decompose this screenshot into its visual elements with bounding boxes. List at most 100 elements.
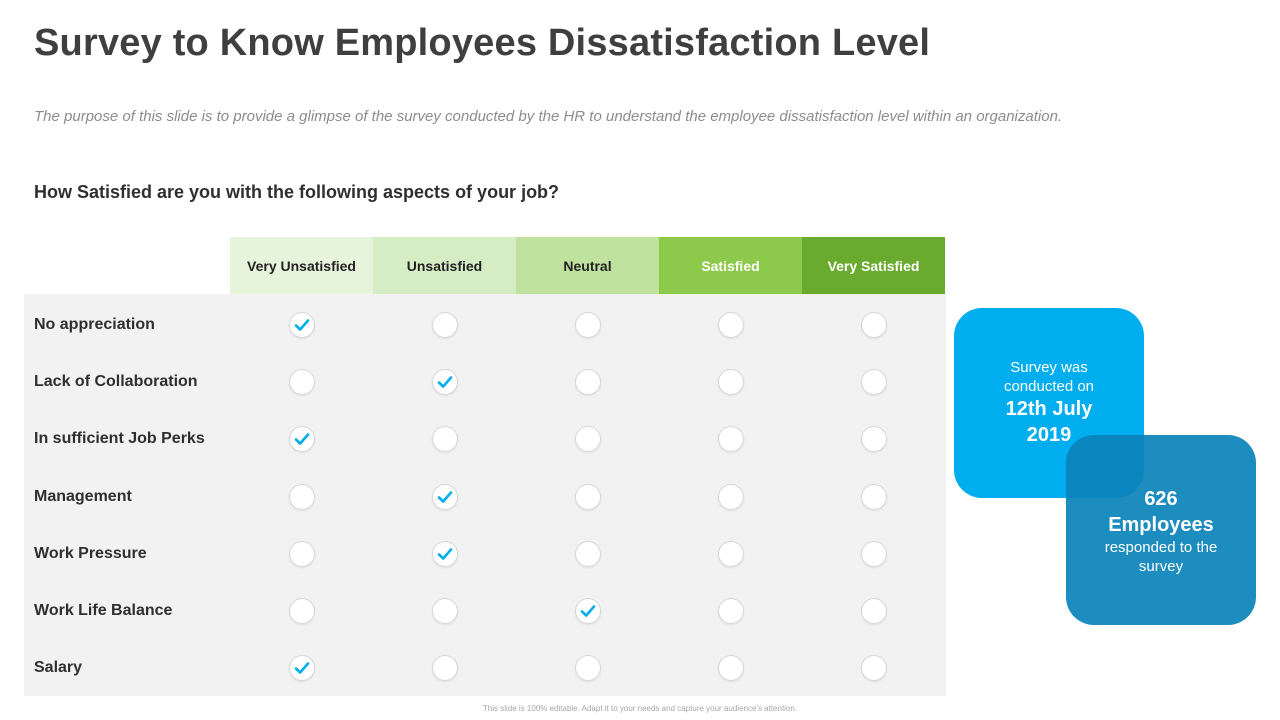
survey-question: How Satisfied are you with the following… <box>34 182 560 202</box>
rating-cell <box>802 353 945 410</box>
table-row: In sufficient Job Perks <box>24 411 946 468</box>
radio-option[interactable] <box>431 598 458 625</box>
radio-option[interactable] <box>288 540 315 567</box>
rating-cell <box>373 468 516 525</box>
row-label: Lack of Collaboration <box>34 372 198 390</box>
radio-option[interactable] <box>574 655 601 682</box>
row-label: No appreciation <box>34 315 155 333</box>
radio-option[interactable] <box>288 598 315 625</box>
radio-option[interactable] <box>574 426 601 453</box>
header-unsatisfied: Unsatisfied <box>373 237 516 294</box>
respondents-line1: responded to the <box>1104 539 1218 556</box>
row-options <box>230 583 945 640</box>
radio-option[interactable] <box>860 368 887 395</box>
check-icon <box>293 316 311 334</box>
survey-date-highlight1: 12th July <box>1005 398 1093 420</box>
radio-option[interactable] <box>860 483 887 510</box>
radio-checked[interactable] <box>288 426 315 453</box>
radio-option[interactable] <box>431 655 458 682</box>
radio-option[interactable] <box>288 368 315 395</box>
rating-cell <box>373 583 516 640</box>
table-row: Management <box>24 468 946 525</box>
radio-option[interactable] <box>717 483 744 510</box>
radio-option[interactable] <box>860 311 887 338</box>
rating-cell <box>230 583 373 640</box>
radio-checked[interactable] <box>431 368 458 395</box>
row-label: Work Life Balance <box>34 602 173 620</box>
table-row: Work Pressure <box>24 525 946 582</box>
radio-option[interactable] <box>717 426 744 453</box>
rating-cell <box>659 411 802 468</box>
rating-cell <box>516 353 659 410</box>
respondents-box <box>1066 435 1256 625</box>
header-very-satisfied: Very Satisfied <box>802 237 945 294</box>
rating-cell <box>373 640 516 697</box>
row-label: In sufficient Job Perks <box>34 430 205 448</box>
header-neutral: Neutral <box>516 237 659 294</box>
radio-option[interactable] <box>431 426 458 453</box>
radio-option[interactable] <box>574 540 601 567</box>
rating-cell <box>230 411 373 468</box>
row-options <box>230 411 945 468</box>
survey-date-text: Survey was conducted on 12th July 2019 <box>954 358 1144 448</box>
radio-option[interactable] <box>431 311 458 338</box>
rating-header-row: Very Unsatisfied Unsatisfied Neutral Sat… <box>230 237 945 294</box>
rating-cell <box>659 468 802 525</box>
radio-checked[interactable] <box>288 655 315 682</box>
row-options <box>230 296 945 353</box>
radio-option[interactable] <box>574 483 601 510</box>
row-options <box>230 468 945 525</box>
survey-date-line1: Survey was <box>1010 359 1088 376</box>
rating-cell <box>373 525 516 582</box>
respondents-count: 626 <box>1144 488 1178 510</box>
radio-checked[interactable] <box>431 540 458 567</box>
slide-title: Survey to Know Employees Dissatisfaction… <box>34 22 931 64</box>
survey-date-highlight2: 2019 <box>1026 424 1072 446</box>
radio-checked[interactable] <box>288 311 315 338</box>
rating-cell <box>802 468 945 525</box>
rating-cell <box>230 640 373 697</box>
radio-option[interactable] <box>860 426 887 453</box>
radio-option[interactable] <box>717 368 744 395</box>
header-very-unsatisfied: Very Unsatisfied <box>230 237 373 294</box>
rating-cell <box>373 353 516 410</box>
radio-option[interactable] <box>574 368 601 395</box>
radio-option[interactable] <box>574 311 601 338</box>
rating-cell <box>659 296 802 353</box>
rating-cell <box>230 296 373 353</box>
radio-option[interactable] <box>860 598 887 625</box>
rating-cell <box>373 296 516 353</box>
rating-cell <box>802 411 945 468</box>
rating-cell <box>802 296 945 353</box>
radio-option[interactable] <box>860 540 887 567</box>
row-options <box>230 640 945 697</box>
radio-option[interactable] <box>717 540 744 567</box>
radio-option[interactable] <box>288 483 315 510</box>
radio-option[interactable] <box>717 598 744 625</box>
row-label: Work Pressure <box>34 544 147 562</box>
rating-cell <box>659 353 802 410</box>
rating-cell <box>659 640 802 697</box>
row-label: Salary <box>34 659 83 677</box>
rating-cell <box>516 640 659 697</box>
survey-table-background <box>24 294 946 696</box>
table-row: Work Life Balance <box>24 582 946 639</box>
survey-rows: No appreciation Lack of Collaboration In s… <box>24 296 946 697</box>
radio-option[interactable] <box>860 655 887 682</box>
table-row: Lack of Collaboration <box>24 353 946 410</box>
slide-subtitle: The purpose of this slide is to provide … <box>34 108 1063 125</box>
respondents-label: Employees <box>1108 514 1214 536</box>
rating-cell <box>516 525 659 582</box>
rating-cell <box>516 468 659 525</box>
check-icon <box>293 659 311 677</box>
rating-cell <box>373 411 516 468</box>
rating-cell <box>802 640 945 697</box>
rating-cell <box>802 525 945 582</box>
check-icon <box>436 545 454 563</box>
radio-option[interactable] <box>717 311 744 338</box>
radio-option[interactable] <box>717 655 744 682</box>
radio-checked[interactable] <box>431 483 458 510</box>
check-icon <box>436 373 454 391</box>
radio-checked[interactable] <box>574 598 601 625</box>
table-row: Salary <box>24 640 946 697</box>
